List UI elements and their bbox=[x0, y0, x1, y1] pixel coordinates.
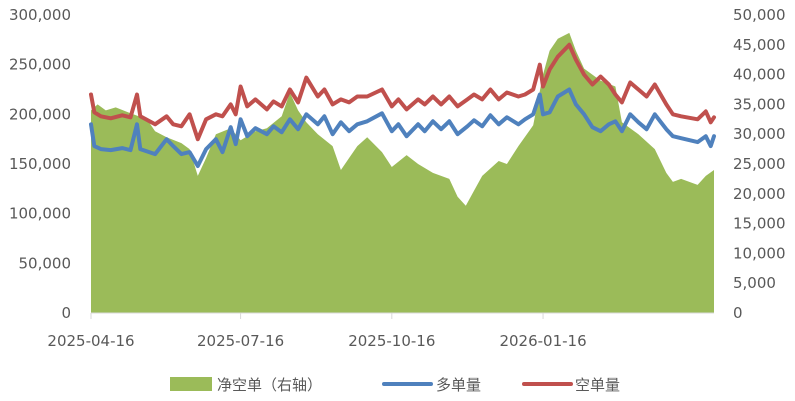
left-axis-tick-label: 100,000 bbox=[9, 205, 71, 223]
left-axis-tick-label: 250,000 bbox=[9, 56, 71, 74]
right-axis-tick-label: 20,000 bbox=[733, 185, 786, 203]
right-axis-tick-label: 30,000 bbox=[733, 125, 786, 143]
x-axis-tick-labels: 2025-04-16 2025-07-16 2025-10-16 2026-01-16 bbox=[47, 332, 586, 350]
right-axis-tick-labels: 0 5,000 10,000 15,000 20,000 25,000 30,000 35,0… bbox=[733, 6, 786, 322]
legend-label: 空单量 bbox=[575, 376, 620, 394]
left-axis-tick-label: 50,000 bbox=[19, 254, 72, 272]
series-area-net-short bbox=[91, 32, 714, 314]
left-axis-tick-label: 300,000 bbox=[9, 6, 71, 24]
x-axis-tick-label: 2026-01-16 bbox=[499, 332, 586, 350]
legend-swatch bbox=[170, 377, 212, 391]
left-axis-tick-label: 0 bbox=[61, 304, 71, 322]
x-axis-tick-label: 2025-07-16 bbox=[197, 332, 284, 350]
area-layer bbox=[91, 32, 714, 314]
left-axis-tick-label: 200,000 bbox=[9, 105, 71, 123]
legend-label: 净空单（右轴） bbox=[217, 376, 322, 394]
x-axis-tick-label: 2025-04-16 bbox=[47, 332, 134, 350]
right-axis-tick-label: 50,000 bbox=[733, 6, 786, 24]
series-line-short bbox=[89, 42, 716, 142]
left-axis-tick-labels: 0 50,000 100,000 150,000 200,000 250,000 300,0… bbox=[9, 6, 71, 322]
right-axis-tick-label: 0 bbox=[733, 304, 743, 322]
legend: 净空单（右轴） 多单量 空单量 bbox=[170, 376, 620, 394]
right-axis-tick-label: 15,000 bbox=[733, 215, 786, 233]
right-axis-tick-label: 40,000 bbox=[733, 66, 786, 84]
right-axis-tick-label: 25,000 bbox=[733, 155, 786, 173]
right-axis-tick-label: 45,000 bbox=[733, 36, 786, 54]
right-axis-tick-label: 35,000 bbox=[733, 95, 786, 113]
series-line-long bbox=[89, 87, 716, 168]
right-axis-tick-label: 5,000 bbox=[733, 274, 776, 292]
x-axis-tick-label: 2025-10-16 bbox=[348, 332, 435, 350]
right-axis-tick-label: 10,000 bbox=[733, 244, 786, 262]
x-axis-tick-marks bbox=[90, 313, 544, 319]
legend-label: 多单量 bbox=[436, 376, 481, 394]
left-axis-tick-label: 150,000 bbox=[9, 155, 71, 173]
line-layer bbox=[89, 42, 716, 168]
